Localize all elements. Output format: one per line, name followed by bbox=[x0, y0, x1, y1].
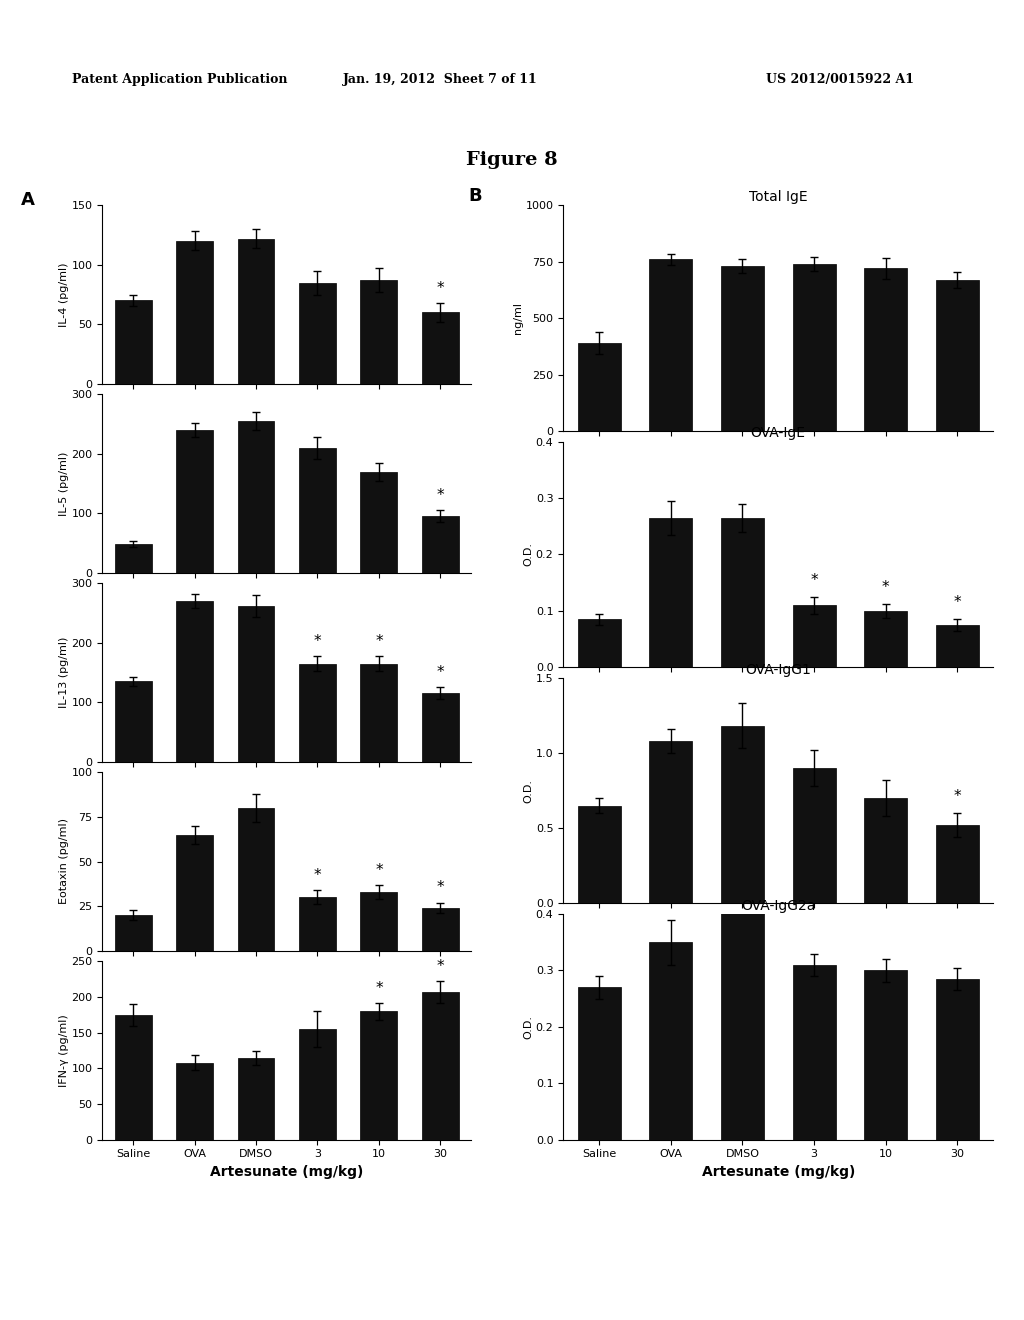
Bar bbox=[176, 430, 213, 573]
Bar bbox=[649, 741, 692, 903]
Bar bbox=[578, 619, 621, 667]
Bar bbox=[299, 898, 336, 950]
Bar bbox=[936, 825, 979, 903]
Text: *: * bbox=[375, 981, 383, 995]
Bar bbox=[176, 242, 213, 384]
Bar bbox=[115, 544, 152, 573]
Y-axis label: IL-13 (pg/ml): IL-13 (pg/ml) bbox=[58, 636, 69, 709]
Bar bbox=[422, 991, 459, 1139]
Y-axis label: O.D.: O.D. bbox=[523, 1015, 532, 1039]
Bar bbox=[649, 942, 692, 1139]
Bar bbox=[864, 799, 907, 903]
Bar bbox=[360, 1011, 397, 1139]
Text: *: * bbox=[375, 862, 383, 878]
Text: *: * bbox=[436, 960, 444, 974]
Text: Jan. 19, 2012  Sheet 7 of 11: Jan. 19, 2012 Sheet 7 of 11 bbox=[343, 74, 538, 87]
Bar bbox=[176, 601, 213, 762]
Bar bbox=[422, 516, 459, 573]
Bar bbox=[578, 805, 621, 903]
Text: Patent Application Publication: Patent Application Publication bbox=[72, 74, 287, 87]
Bar bbox=[936, 979, 979, 1139]
Bar bbox=[299, 282, 336, 384]
X-axis label: Artesunate (mg/kg): Artesunate (mg/kg) bbox=[210, 1166, 364, 1179]
Text: A: A bbox=[22, 191, 35, 209]
Bar bbox=[864, 970, 907, 1139]
Bar bbox=[238, 606, 274, 762]
Text: *: * bbox=[436, 880, 444, 895]
Bar bbox=[649, 517, 692, 667]
Bar bbox=[649, 260, 692, 430]
Bar bbox=[299, 664, 336, 762]
X-axis label: Artesunate (mg/kg): Artesunate (mg/kg) bbox=[701, 1166, 855, 1179]
Bar bbox=[721, 267, 764, 430]
Title: Total IgE: Total IgE bbox=[749, 190, 808, 205]
Bar bbox=[360, 471, 397, 573]
Text: *: * bbox=[436, 488, 444, 503]
Bar bbox=[422, 693, 459, 762]
Text: *: * bbox=[810, 573, 818, 587]
Bar bbox=[115, 915, 152, 950]
Bar bbox=[793, 605, 836, 667]
Bar bbox=[578, 343, 621, 430]
Text: *: * bbox=[436, 281, 444, 296]
Bar bbox=[793, 264, 836, 430]
Bar bbox=[422, 908, 459, 950]
Bar bbox=[238, 421, 274, 573]
Text: US 2012/0015922 A1: US 2012/0015922 A1 bbox=[766, 74, 913, 87]
Text: *: * bbox=[953, 789, 962, 804]
Text: *: * bbox=[953, 595, 962, 610]
Bar bbox=[360, 892, 397, 950]
Bar bbox=[793, 965, 836, 1139]
Y-axis label: IFN-γ (pg/ml): IFN-γ (pg/ml) bbox=[58, 1014, 69, 1086]
Bar bbox=[721, 880, 764, 1139]
Bar bbox=[238, 1057, 274, 1139]
Text: *: * bbox=[375, 635, 383, 649]
Bar bbox=[936, 280, 979, 430]
Y-axis label: O.D.: O.D. bbox=[523, 779, 534, 803]
Bar bbox=[238, 808, 274, 950]
Bar bbox=[422, 313, 459, 384]
Bar bbox=[115, 1015, 152, 1139]
Y-axis label: IL-5 (pg/ml): IL-5 (pg/ml) bbox=[58, 451, 69, 516]
Bar bbox=[299, 1030, 336, 1139]
Y-axis label: ng/ml: ng/ml bbox=[513, 302, 522, 334]
Title: OVA-IgG2a: OVA-IgG2a bbox=[741, 899, 815, 913]
Y-axis label: IL-4 (pg/ml): IL-4 (pg/ml) bbox=[59, 263, 69, 327]
Bar bbox=[115, 301, 152, 384]
Bar bbox=[721, 726, 764, 903]
Bar bbox=[936, 624, 979, 667]
Text: *: * bbox=[882, 579, 890, 595]
Bar bbox=[793, 768, 836, 903]
Text: B: B bbox=[469, 187, 482, 205]
Y-axis label: O.D.: O.D. bbox=[523, 543, 532, 566]
Bar bbox=[360, 664, 397, 762]
Bar bbox=[578, 987, 621, 1139]
Bar bbox=[864, 268, 907, 430]
Text: *: * bbox=[313, 869, 322, 883]
Text: Figure 8: Figure 8 bbox=[466, 150, 558, 169]
Bar bbox=[115, 681, 152, 762]
Text: *: * bbox=[313, 635, 322, 649]
Bar bbox=[238, 239, 274, 384]
Bar bbox=[176, 834, 213, 950]
Bar bbox=[864, 611, 907, 667]
Bar bbox=[360, 280, 397, 384]
Text: *: * bbox=[436, 665, 444, 680]
Bar bbox=[176, 1063, 213, 1139]
Y-axis label: Eotaxin (pg/ml): Eotaxin (pg/ml) bbox=[59, 818, 69, 904]
Bar bbox=[299, 447, 336, 573]
Bar bbox=[721, 517, 764, 667]
Title: OVA-IgG1: OVA-IgG1 bbox=[745, 663, 811, 677]
Title: OVA-IgE: OVA-IgE bbox=[751, 426, 806, 441]
